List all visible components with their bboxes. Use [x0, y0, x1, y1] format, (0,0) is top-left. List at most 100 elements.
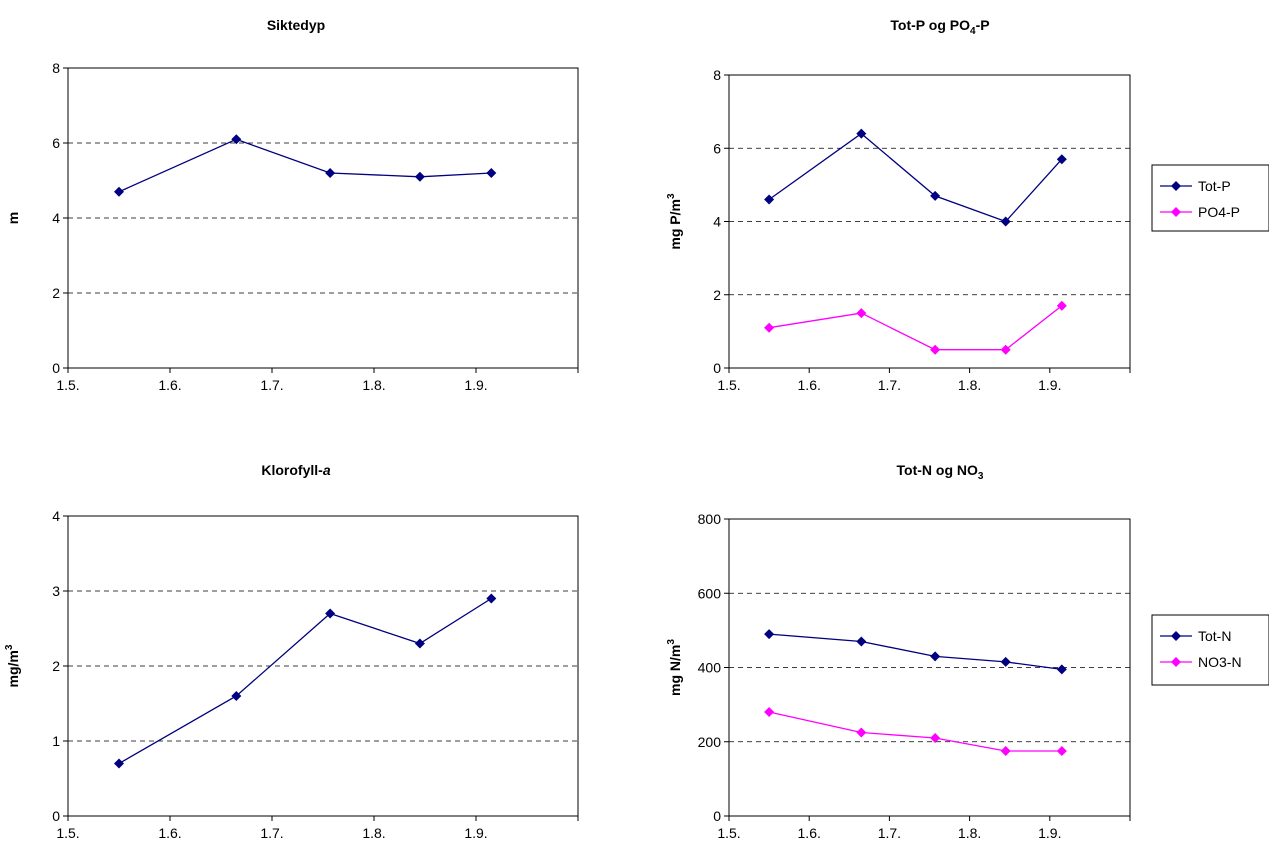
- x-tick-label: 1.9.: [1038, 377, 1061, 393]
- x-tick-label: 1.5.: [717, 377, 740, 393]
- legend-label: Tot-N: [1198, 628, 1231, 644]
- data-point: [1000, 216, 1011, 227]
- legend-marker: [1171, 207, 1181, 217]
- y-tick-label: 3: [52, 583, 60, 599]
- x-tick-label: 1.7.: [260, 377, 283, 393]
- legend-label: NO3-N: [1198, 654, 1242, 670]
- data-point: [1056, 664, 1067, 675]
- data-point: [764, 629, 775, 640]
- data-point: [325, 608, 336, 619]
- data-point: [231, 134, 242, 145]
- data-point: [114, 758, 124, 769]
- y-tick-label: 4: [52, 210, 60, 226]
- y-tick-label: 600: [698, 585, 722, 601]
- legend-label: PO4-P: [1198, 204, 1240, 220]
- chart-title: Tot-N og NO3: [897, 462, 984, 482]
- series-line-1: [768, 132, 1063, 223]
- y-tick-label: 6: [52, 135, 60, 151]
- data-point: [856, 308, 867, 319]
- data-point: [1056, 300, 1067, 311]
- x-tick-label: 1.6.: [158, 377, 181, 393]
- x-tick-label: 1.6.: [798, 825, 821, 841]
- y-tick-label: 400: [698, 660, 722, 676]
- y-axis-label: m: [5, 212, 21, 224]
- y-tick-label: 8: [52, 60, 60, 76]
- y-tick-label: 200: [698, 734, 722, 750]
- y-tick-label: 0: [713, 360, 721, 376]
- y-tick-label: 2: [52, 285, 60, 301]
- x-tick-label: 1.5.: [56, 377, 79, 393]
- data-point: [764, 194, 775, 205]
- legend-box: [1151, 164, 1269, 232]
- y-tick-label: 4: [713, 214, 721, 230]
- legend-marker: [1171, 657, 1181, 667]
- x-tick-label: 1.7.: [878, 825, 901, 841]
- series-line-2: [768, 711, 1062, 752]
- y-tick-label: 8: [713, 67, 721, 83]
- data-point: [764, 322, 775, 333]
- y-tick-label: 6: [713, 140, 721, 156]
- y-tick-label: 2: [52, 658, 60, 674]
- legend-marker: [1171, 631, 1181, 641]
- x-tick-label: 1.6.: [798, 377, 821, 393]
- legend-box: [1151, 614, 1269, 686]
- x-tick-label: 1.8.: [362, 825, 385, 841]
- chart-panel-2: 0 2 4 6 8 1.5. 1.6. 1.7. 1.8. 1.9. Tot-P og PO4-P m…: [666, 17, 1269, 393]
- x-tick-label: 1.8.: [958, 377, 981, 393]
- series-line-2: [768, 305, 1063, 351]
- data-point: [1056, 746, 1067, 757]
- data-point: [1000, 746, 1011, 757]
- y-tick-label: 1: [52, 733, 60, 749]
- y-tick-label: 0: [713, 808, 721, 824]
- data-point: [930, 344, 941, 355]
- data-point: [856, 636, 867, 647]
- y-axis-label: mg/m3: [4, 644, 21, 687]
- y-tick-label: 4: [52, 508, 60, 524]
- x-tick-label: 1.9.: [1038, 825, 1061, 841]
- legend-label: Tot-P: [1198, 178, 1231, 194]
- data-point: [486, 593, 497, 604]
- y-tick-label: 800: [698, 511, 722, 527]
- chart-panel-4: 0 200 400 600 800 1.5. 1.6. 1.7. 1.8. 1.9. Tot-N o…: [666, 462, 1269, 841]
- y-axis-label: mg P/m3: [666, 193, 683, 250]
- data-point: [764, 707, 775, 718]
- data-point: [856, 128, 867, 139]
- x-tick-label: 1.6.: [158, 825, 181, 841]
- data-point: [856, 727, 867, 738]
- x-tick-label: 1.7.: [878, 377, 901, 393]
- data-point: [1000, 656, 1011, 667]
- series-line-1: [769, 633, 1062, 671]
- x-tick-label: 1.9.: [464, 377, 487, 393]
- data-point: [1000, 344, 1011, 355]
- data-point: [114, 186, 124, 197]
- chart-title: Siktedyp: [267, 17, 325, 33]
- data-point: [930, 733, 941, 744]
- chart-title: Klorofyll-a: [261, 462, 330, 478]
- chart-panel-1: 0 2 4 6 8 1.5. 1.6. 1.7. 1.8. 1.9. Siktedyp m: [5, 17, 579, 393]
- series-line-1: [118, 597, 492, 765]
- series-line-1: [118, 138, 492, 193]
- data-point: [930, 190, 941, 201]
- data-point: [486, 168, 497, 178]
- data-point: [414, 171, 425, 182]
- y-axis-label: mg N/m3: [666, 639, 683, 696]
- chart-title: Tot-P og PO4-P: [890, 17, 989, 37]
- x-tick-label: 1.9.: [464, 825, 487, 841]
- data-point: [414, 638, 425, 649]
- legend-marker: [1171, 181, 1181, 191]
- data-point: [231, 691, 242, 701]
- x-tick-label: 1.8.: [362, 377, 385, 393]
- y-tick-label: 0: [52, 360, 60, 376]
- x-tick-label: 1.5.: [717, 825, 740, 841]
- chart-panel-3: 0 1 2 3 4 1.5. 1.6. 1.7. 1.8. 1.9. Klorofyll-a mg/m…: [4, 462, 579, 841]
- legend: Tot-N NO3-N: [1151, 614, 1269, 686]
- data-point: [1056, 154, 1067, 165]
- legend: Tot-P PO4-P: [1151, 164, 1269, 232]
- y-tick-label: 2: [713, 287, 721, 303]
- y-tick-label: 0: [52, 808, 60, 824]
- x-tick-label: 1.8.: [958, 825, 981, 841]
- x-tick-label: 1.7.: [260, 825, 283, 841]
- data-point: [930, 651, 941, 662]
